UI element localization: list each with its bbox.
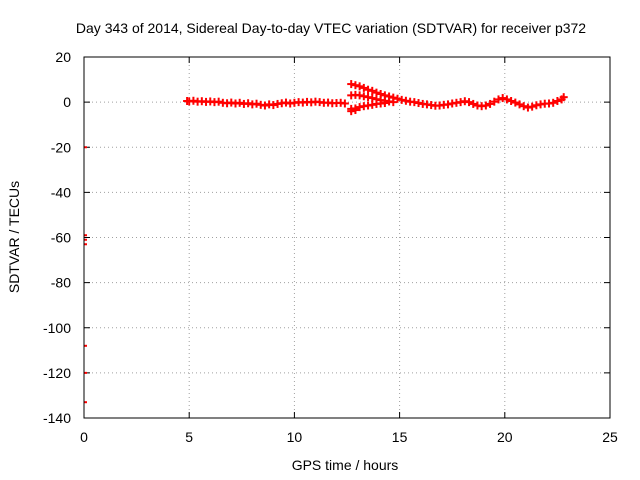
data-point xyxy=(389,98,398,107)
y-tick-label: -120 xyxy=(43,365,71,381)
data-point xyxy=(507,96,516,105)
x-tick-label: 20 xyxy=(497,429,513,445)
data-point xyxy=(469,99,478,108)
y-tick-label: -140 xyxy=(43,410,71,426)
data-point xyxy=(260,101,269,110)
y-tick-label: -60 xyxy=(51,230,71,246)
data-point xyxy=(359,83,368,92)
data-points xyxy=(84,80,568,404)
data-point xyxy=(269,101,278,110)
grid-lines xyxy=(84,57,610,418)
data-point xyxy=(252,99,261,108)
chart-title: Day 343 of 2014, Sidereal Day-to-day VTE… xyxy=(76,20,586,36)
data-point xyxy=(347,107,356,116)
data-point xyxy=(235,98,244,107)
x-tick-label: 15 xyxy=(392,429,408,445)
x-tick-label: 25 xyxy=(602,429,618,445)
x-tick-label: 10 xyxy=(287,429,303,445)
data-point xyxy=(553,96,562,105)
data-point xyxy=(511,98,520,107)
y-tick-label: -40 xyxy=(51,184,71,200)
data-point xyxy=(244,99,253,108)
data-point xyxy=(347,80,356,89)
y-tick-label: 20 xyxy=(55,49,71,65)
data-point xyxy=(486,99,495,108)
data-point xyxy=(494,95,503,104)
data-point xyxy=(340,99,349,108)
y-axis-title: SDTVAR / TECUs xyxy=(6,181,22,293)
data-point xyxy=(519,102,528,111)
y-tick-label: 0 xyxy=(63,94,71,110)
data-point xyxy=(393,94,402,103)
data-point xyxy=(380,99,389,108)
data-point xyxy=(465,98,474,107)
data-point xyxy=(351,106,360,115)
data-point xyxy=(515,100,524,109)
data-point xyxy=(559,93,568,102)
data-point xyxy=(364,85,373,94)
data-point xyxy=(528,102,537,111)
data-point xyxy=(549,98,558,107)
data-point xyxy=(368,94,377,103)
x-tick-label: 5 xyxy=(185,429,193,445)
axis-ticks xyxy=(83,56,611,419)
data-point xyxy=(481,101,490,110)
y-tick-label: -20 xyxy=(51,139,71,155)
data-point xyxy=(498,94,507,103)
data-point xyxy=(351,81,360,90)
data-point xyxy=(490,97,499,106)
tick-labels: 0 5 10 15 20 25 -140 -120 -100 -80 -60 -40 -20 0 20 xyxy=(43,49,618,445)
y-tick-label: -100 xyxy=(43,320,71,336)
data-point xyxy=(502,95,511,104)
plot-frame xyxy=(83,56,611,419)
data-point xyxy=(214,97,223,106)
data-point xyxy=(368,86,377,95)
x-tick-label: 0 xyxy=(80,429,88,445)
x-axis-title: GPS time / hours xyxy=(292,457,399,473)
data-point xyxy=(355,82,364,91)
y-tick-label: -80 xyxy=(51,275,71,291)
